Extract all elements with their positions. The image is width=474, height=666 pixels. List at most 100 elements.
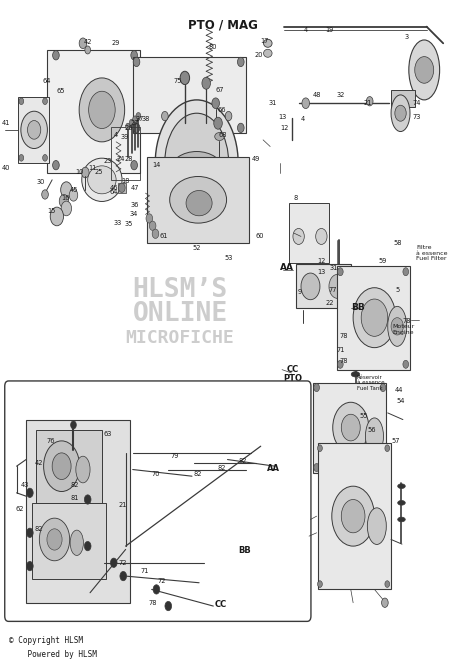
Bar — [313, 383, 386, 473]
Circle shape — [415, 57, 434, 83]
Text: 17: 17 — [260, 38, 269, 45]
Text: 14: 14 — [152, 162, 161, 168]
Bar — [26, 420, 130, 603]
Text: MICROFICHE: MICROFICHE — [126, 329, 235, 348]
Ellipse shape — [82, 158, 122, 201]
Circle shape — [146, 214, 153, 223]
Circle shape — [385, 445, 390, 452]
Text: 78: 78 — [339, 358, 348, 364]
Text: 39: 39 — [120, 133, 128, 140]
Text: 3: 3 — [405, 33, 409, 40]
Ellipse shape — [155, 100, 238, 226]
Text: 31: 31 — [268, 100, 277, 107]
Text: 12: 12 — [280, 125, 289, 131]
Circle shape — [152, 229, 159, 238]
Circle shape — [59, 194, 69, 208]
Bar — [296, 264, 351, 308]
Text: 82: 82 — [218, 464, 226, 471]
Text: 64: 64 — [42, 78, 51, 85]
Circle shape — [27, 528, 33, 537]
Circle shape — [212, 98, 219, 109]
Text: CC: CC — [214, 599, 227, 609]
Text: 78: 78 — [402, 318, 411, 324]
Text: 53: 53 — [224, 255, 233, 262]
Circle shape — [47, 529, 62, 550]
Text: 24: 24 — [117, 155, 125, 162]
Text: © Copyright HLSM: © Copyright HLSM — [9, 636, 83, 645]
Circle shape — [333, 402, 369, 453]
Circle shape — [301, 273, 320, 300]
Circle shape — [403, 360, 409, 368]
Text: 78: 78 — [339, 333, 348, 340]
Text: 76: 76 — [47, 438, 55, 444]
Circle shape — [329, 274, 346, 298]
Circle shape — [237, 57, 244, 67]
Ellipse shape — [179, 166, 210, 193]
Text: 80: 80 — [208, 43, 217, 50]
Circle shape — [118, 183, 125, 192]
Circle shape — [89, 91, 115, 129]
Circle shape — [131, 161, 137, 170]
Text: 68: 68 — [219, 131, 227, 138]
Circle shape — [131, 51, 137, 60]
Circle shape — [44, 441, 80, 492]
Text: 44: 44 — [395, 386, 403, 393]
Text: 33: 33 — [113, 220, 122, 226]
Circle shape — [353, 288, 396, 348]
Circle shape — [162, 206, 168, 215]
Circle shape — [165, 601, 172, 611]
Circle shape — [337, 268, 343, 276]
Bar — [18, 97, 49, 163]
Bar — [337, 266, 410, 370]
Ellipse shape — [186, 190, 212, 216]
Bar — [118, 183, 126, 193]
Ellipse shape — [367, 508, 386, 545]
Text: 54: 54 — [396, 398, 405, 404]
Circle shape — [341, 500, 365, 533]
Text: Moteur
Engine: Moteur Engine — [392, 324, 415, 335]
Text: 82: 82 — [238, 458, 247, 464]
Circle shape — [318, 445, 322, 452]
Bar — [391, 90, 415, 107]
Circle shape — [162, 111, 168, 121]
Circle shape — [84, 541, 91, 551]
Circle shape — [318, 581, 322, 587]
Text: 49: 49 — [252, 155, 260, 162]
Text: 63: 63 — [104, 431, 112, 438]
Text: CC: CC — [286, 365, 299, 374]
Bar — [318, 443, 391, 589]
Circle shape — [27, 488, 33, 498]
Text: 65: 65 — [56, 88, 65, 95]
Text: 47: 47 — [131, 184, 139, 191]
Text: 11: 11 — [88, 165, 97, 171]
Text: BB: BB — [351, 303, 365, 312]
Ellipse shape — [351, 384, 360, 389]
Text: 78: 78 — [148, 599, 157, 606]
Circle shape — [385, 581, 390, 587]
Text: 82: 82 — [194, 471, 202, 478]
Circle shape — [39, 518, 70, 561]
Circle shape — [314, 464, 319, 472]
Bar — [289, 203, 329, 263]
Circle shape — [120, 571, 127, 581]
Ellipse shape — [409, 40, 439, 100]
Circle shape — [237, 123, 244, 133]
Text: PTO: PTO — [283, 374, 302, 383]
Text: 62: 62 — [16, 506, 24, 513]
Circle shape — [382, 598, 388, 607]
Bar — [147, 157, 249, 243]
Text: 82: 82 — [35, 526, 43, 533]
Text: 9: 9 — [298, 288, 301, 295]
Ellipse shape — [88, 166, 116, 194]
Circle shape — [302, 98, 310, 109]
Text: 61: 61 — [159, 233, 168, 240]
Text: 72: 72 — [118, 559, 127, 566]
Circle shape — [129, 119, 134, 126]
Text: 15: 15 — [47, 208, 55, 214]
Text: 34: 34 — [129, 211, 138, 218]
Polygon shape — [69, 63, 126, 160]
Text: 16: 16 — [61, 194, 70, 201]
Text: 32: 32 — [336, 91, 345, 98]
Circle shape — [202, 77, 210, 89]
Circle shape — [50, 207, 64, 226]
